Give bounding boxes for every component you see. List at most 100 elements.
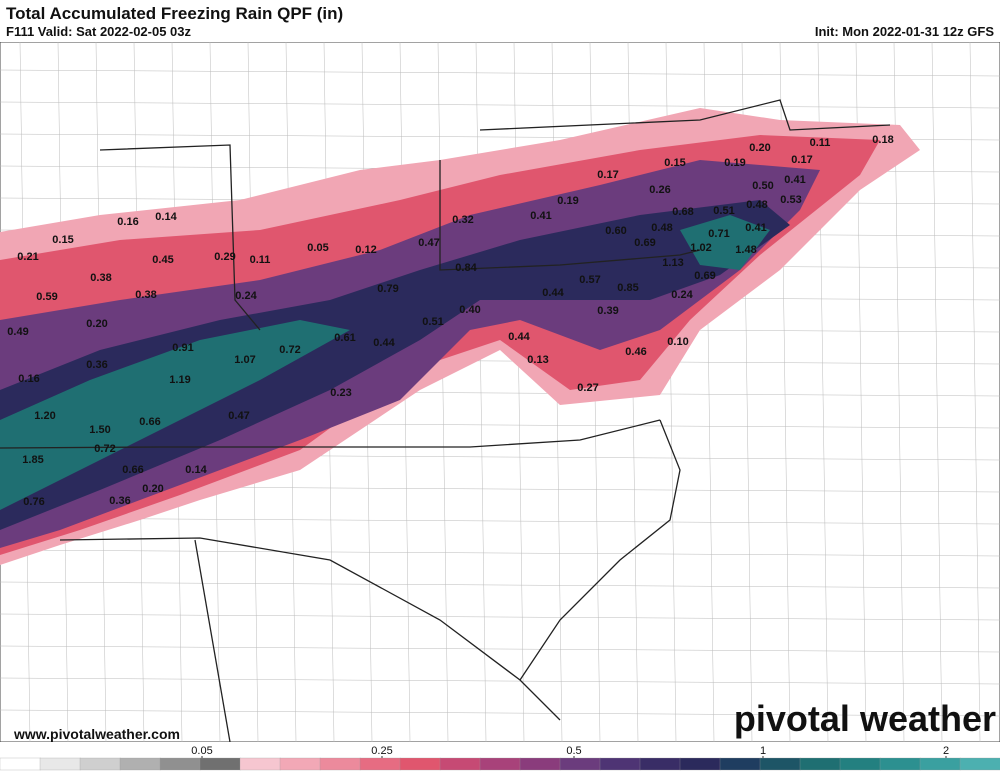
map-value-label: 0.29 — [214, 251, 235, 263]
map-value-label: 0.24 — [671, 289, 693, 301]
map-value-label: 0.68 — [672, 206, 693, 218]
colorbar-swatch — [559, 757, 601, 771]
colorbar-swatch — [399, 757, 441, 771]
map-value-label: 0.66 — [139, 416, 160, 428]
county-line — [0, 709, 1000, 717]
county-line — [931, 41, 943, 743]
border — [59, 537, 561, 721]
colorbar-swatch — [239, 757, 281, 771]
map-labels: 0.18 0.20 0.11 0.17 0.19 0.15 0.17 0.50 0.41 0.26… — [7, 134, 893, 508]
map-value-label: 1.50 — [89, 424, 110, 436]
colorbar-swatch — [159, 757, 201, 771]
map-value-label: 1.19 — [169, 374, 190, 386]
county-line — [0, 101, 1000, 109]
map-value-label: 0.11 — [250, 254, 271, 266]
county-line — [0, 613, 1000, 621]
map-value-label: 0.48 — [651, 222, 672, 234]
map-value-label: 1.48 — [735, 244, 756, 256]
border — [194, 539, 231, 743]
map-value-label: 0.71 — [708, 228, 729, 240]
map-value-label: 1.20 — [34, 410, 55, 422]
colorbar-swatch — [599, 757, 641, 771]
map-value-label: 0.44 — [508, 331, 530, 343]
map-value-label: 0.14 — [155, 211, 177, 223]
county-line — [0, 549, 1000, 557]
map-value-label: 0.38 — [135, 289, 156, 301]
border — [439, 160, 701, 271]
map-value-label: 0.47 — [418, 237, 439, 249]
band-teal-ne — [680, 215, 770, 270]
map-value-label: 0.84 — [455, 262, 477, 274]
county-line — [0, 677, 1000, 685]
colorbar-swatch — [279, 757, 321, 771]
map-value-label: 0.53 — [780, 194, 801, 206]
map-value-label: 0.20 — [749, 142, 770, 154]
colorbar-swatch — [759, 757, 801, 771]
map-value-label: 0.72 — [279, 344, 300, 356]
map-value-label: 0.69 — [634, 237, 655, 249]
colorbar-swatch — [319, 757, 361, 771]
county-line — [0, 69, 1000, 77]
map-value-label: 0.32 — [452, 214, 473, 226]
map-value-label: 0.61 — [334, 332, 355, 344]
map-value-label: 0.60 — [605, 225, 626, 237]
map-value-label: 0.05 — [307, 242, 328, 254]
colorbar-swatch — [39, 757, 81, 771]
map-value-label: 0.20 — [142, 483, 163, 495]
colorbar-swatch — [679, 757, 721, 771]
map-value-label: 0.19 — [724, 157, 745, 169]
border — [99, 144, 261, 331]
map-value-label: 0.91 — [172, 342, 193, 354]
map-value-label: 0.45 — [152, 254, 173, 266]
colorbar-swatch — [799, 757, 841, 771]
county-line — [969, 41, 981, 743]
map-value-label: 0.69 — [694, 270, 715, 282]
colorbar: 0.05 0.25 0.5 1 2 — [0, 745, 1000, 771]
map-value-label: 0.18 — [872, 134, 893, 146]
map-value-label: 0.17 — [597, 169, 618, 181]
map-value-label: 0.47 — [228, 410, 249, 422]
brand: pivotal weather — [734, 698, 996, 739]
colorbar-tick-label: 1 — [760, 745, 766, 757]
colorbar-tick-label: 0.25 — [371, 745, 392, 757]
map-value-label: 0.12 — [355, 244, 376, 256]
map-value-label: 0.66 — [122, 464, 143, 476]
map-value-label: 0.46 — [625, 346, 646, 358]
map-value-label: 0.15 — [52, 234, 73, 246]
map-value-label: 0.40 — [459, 304, 480, 316]
map-value-label: 0.59 — [36, 291, 57, 303]
border — [0, 419, 661, 449]
map-value-label: 0.76 — [23, 496, 44, 508]
county-line — [0, 517, 1000, 525]
url: www.pivotalweather.com — [13, 726, 180, 742]
map-value-label: 1.07 — [234, 354, 255, 366]
band-teal — [0, 320, 350, 510]
map: 0.18 0.20 0.11 0.17 0.19 0.15 0.17 0.50 0.41 0.26… — [0, 41, 1000, 743]
colorbar-swatch — [639, 757, 681, 771]
county-line — [0, 645, 1000, 653]
border — [479, 99, 891, 131]
colorbar-tick-label: 2 — [943, 745, 949, 757]
map-value-label: 0.21 — [17, 251, 38, 263]
colorbar-swatch — [199, 757, 241, 771]
map-value-label: 0.19 — [557, 195, 578, 207]
map-value-label: 0.79 — [377, 283, 398, 295]
init-time: Init: Mon 2022-01-31 12z GFS — [815, 24, 994, 39]
map-value-label: 0.38 — [90, 272, 111, 284]
map-value-label: 0.17 — [791, 154, 812, 166]
map-value-label: 0.41 — [784, 174, 805, 186]
map-value-label: 0.36 — [86, 359, 107, 371]
map-value-label: 0.27 — [577, 382, 598, 394]
colorbar-swatch — [119, 757, 161, 771]
map-value-label: 0.41 — [530, 210, 551, 222]
valid-time: F111 Valid: Sat 2022-02-05 03z — [6, 24, 192, 39]
colorbar-swatch — [879, 757, 921, 771]
border — [519, 419, 681, 681]
map-value-label: 0.50 — [752, 180, 773, 192]
map-value-label: 0.39 — [597, 305, 618, 317]
map-value-label: 0.11 — [810, 137, 831, 149]
map-value-label: 0.24 — [235, 290, 257, 302]
map-value-label: 0.51 — [713, 205, 734, 217]
colorbar-swatch — [719, 757, 761, 771]
